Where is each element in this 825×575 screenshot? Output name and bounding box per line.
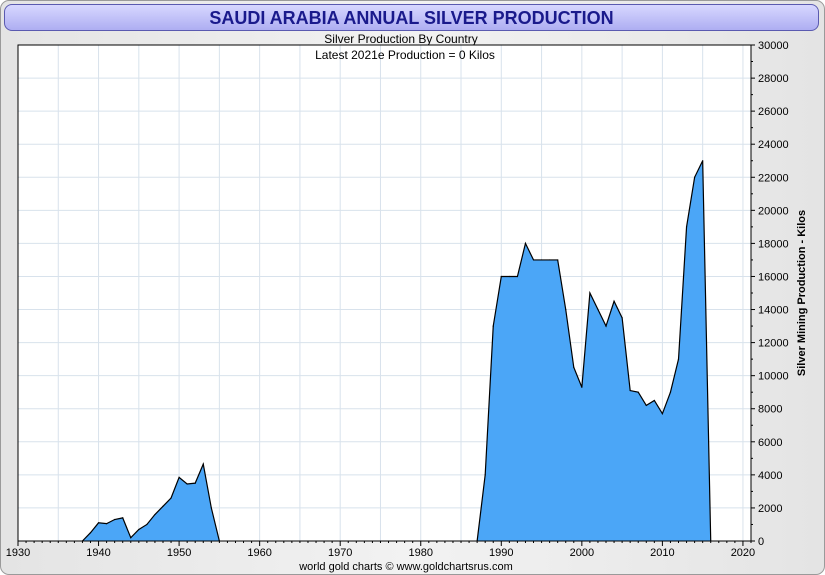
data-point — [210, 507, 212, 509]
data-point — [669, 391, 672, 393]
data-point — [97, 522, 100, 524]
data-point — [178, 476, 180, 478]
chart-title: SAUDI ARABIA ANNUAL SILVER PRODUCTION — [4, 4, 819, 31]
data-point — [629, 389, 631, 392]
y-tick-label: 28000 — [758, 73, 789, 85]
data-point — [677, 358, 680, 360]
y-tick-label: 6000 — [758, 437, 782, 449]
y-tick-label: 20000 — [758, 205, 789, 217]
data-point — [589, 292, 591, 294]
y-tick-label: 10000 — [758, 371, 789, 383]
data-point — [106, 523, 108, 525]
data-point — [653, 399, 655, 402]
data-point — [162, 505, 164, 507]
data-point — [114, 518, 116, 521]
data-point — [702, 160, 704, 162]
data-point — [130, 537, 132, 539]
y-tick-label: 14000 — [758, 305, 789, 317]
y-tick-label: 8000 — [758, 404, 782, 416]
x-tick-label: 1960 — [247, 547, 271, 559]
data-point — [637, 391, 639, 393]
y-tick-label: 16000 — [758, 271, 789, 283]
series-area — [81, 160, 712, 542]
y-tick-label: 2000 — [758, 503, 782, 515]
y-tick-label: 24000 — [758, 139, 789, 151]
x-tick-label: 1940 — [86, 547, 110, 559]
y-tick-label: 12000 — [758, 338, 789, 350]
x-axis-ticks: 1930 1940 1950 1960 1970 1980 1990 2000 2010 2020 — [6, 541, 755, 559]
x-tick-label: 2000 — [570, 547, 594, 559]
x-tick-label: 2020 — [731, 547, 755, 559]
data-point — [500, 275, 502, 278]
data-point — [661, 413, 664, 415]
data-point — [540, 259, 543, 261]
data-point — [532, 259, 535, 261]
data-point — [621, 317, 623, 319]
y-tick-label: 4000 — [758, 470, 782, 482]
x-tick-label: 1980 — [409, 547, 433, 559]
data-point — [492, 325, 494, 327]
x-tick-label: 1930 — [6, 547, 30, 559]
data-point — [170, 497, 172, 499]
y-tick-label: 26000 — [758, 106, 789, 118]
data-point — [581, 386, 583, 388]
x-tick-label: 1990 — [489, 547, 513, 559]
data-point — [613, 300, 615, 302]
series-area-fill — [82, 464, 220, 541]
y-axis-title: Silver Mining Production - Kilos — [796, 210, 808, 376]
data-point — [516, 275, 519, 278]
data-point — [484, 474, 486, 476]
data-point — [645, 404, 647, 407]
x-tick-label: 1970 — [328, 547, 352, 559]
y-tick-label: 18000 — [758, 238, 789, 250]
x-tick-label: 1950 — [167, 547, 191, 559]
data-point — [524, 242, 527, 244]
data-point — [154, 513, 156, 516]
data-point — [605, 325, 607, 327]
data-point — [549, 259, 551, 261]
data-point — [694, 176, 696, 178]
data-point — [138, 528, 140, 531]
data-point — [146, 523, 148, 526]
footer-credit: world gold charts © www.goldchartsrus.co… — [298, 561, 513, 573]
data-point — [89, 532, 92, 534]
y-axis-ticks: 0 2000 4000 6000 8000 10000 12000 14000 16000 180… — [751, 40, 789, 548]
data-point — [557, 259, 559, 261]
y-tick-label: 30000 — [758, 40, 789, 52]
y-tick-label: 22000 — [758, 172, 789, 184]
data-point — [186, 483, 188, 485]
data-point — [508, 275, 510, 278]
series-line — [82, 462, 220, 542]
latest-production-note: Latest 2021e Production = 0 Kilos — [315, 48, 495, 62]
data-point — [685, 226, 688, 228]
series-line — [476, 160, 712, 542]
data-point — [122, 517, 124, 519]
data-point — [202, 463, 204, 465]
data-point — [194, 482, 196, 484]
data-point — [597, 308, 599, 311]
series-area-fill — [477, 160, 711, 542]
x-tick-label: 2010 — [650, 547, 674, 559]
data-point — [573, 366, 575, 368]
y-tick-label: 0 — [758, 536, 764, 548]
data-point — [565, 308, 567, 311]
chart-subtitle: Silver Production By Country — [324, 32, 477, 46]
